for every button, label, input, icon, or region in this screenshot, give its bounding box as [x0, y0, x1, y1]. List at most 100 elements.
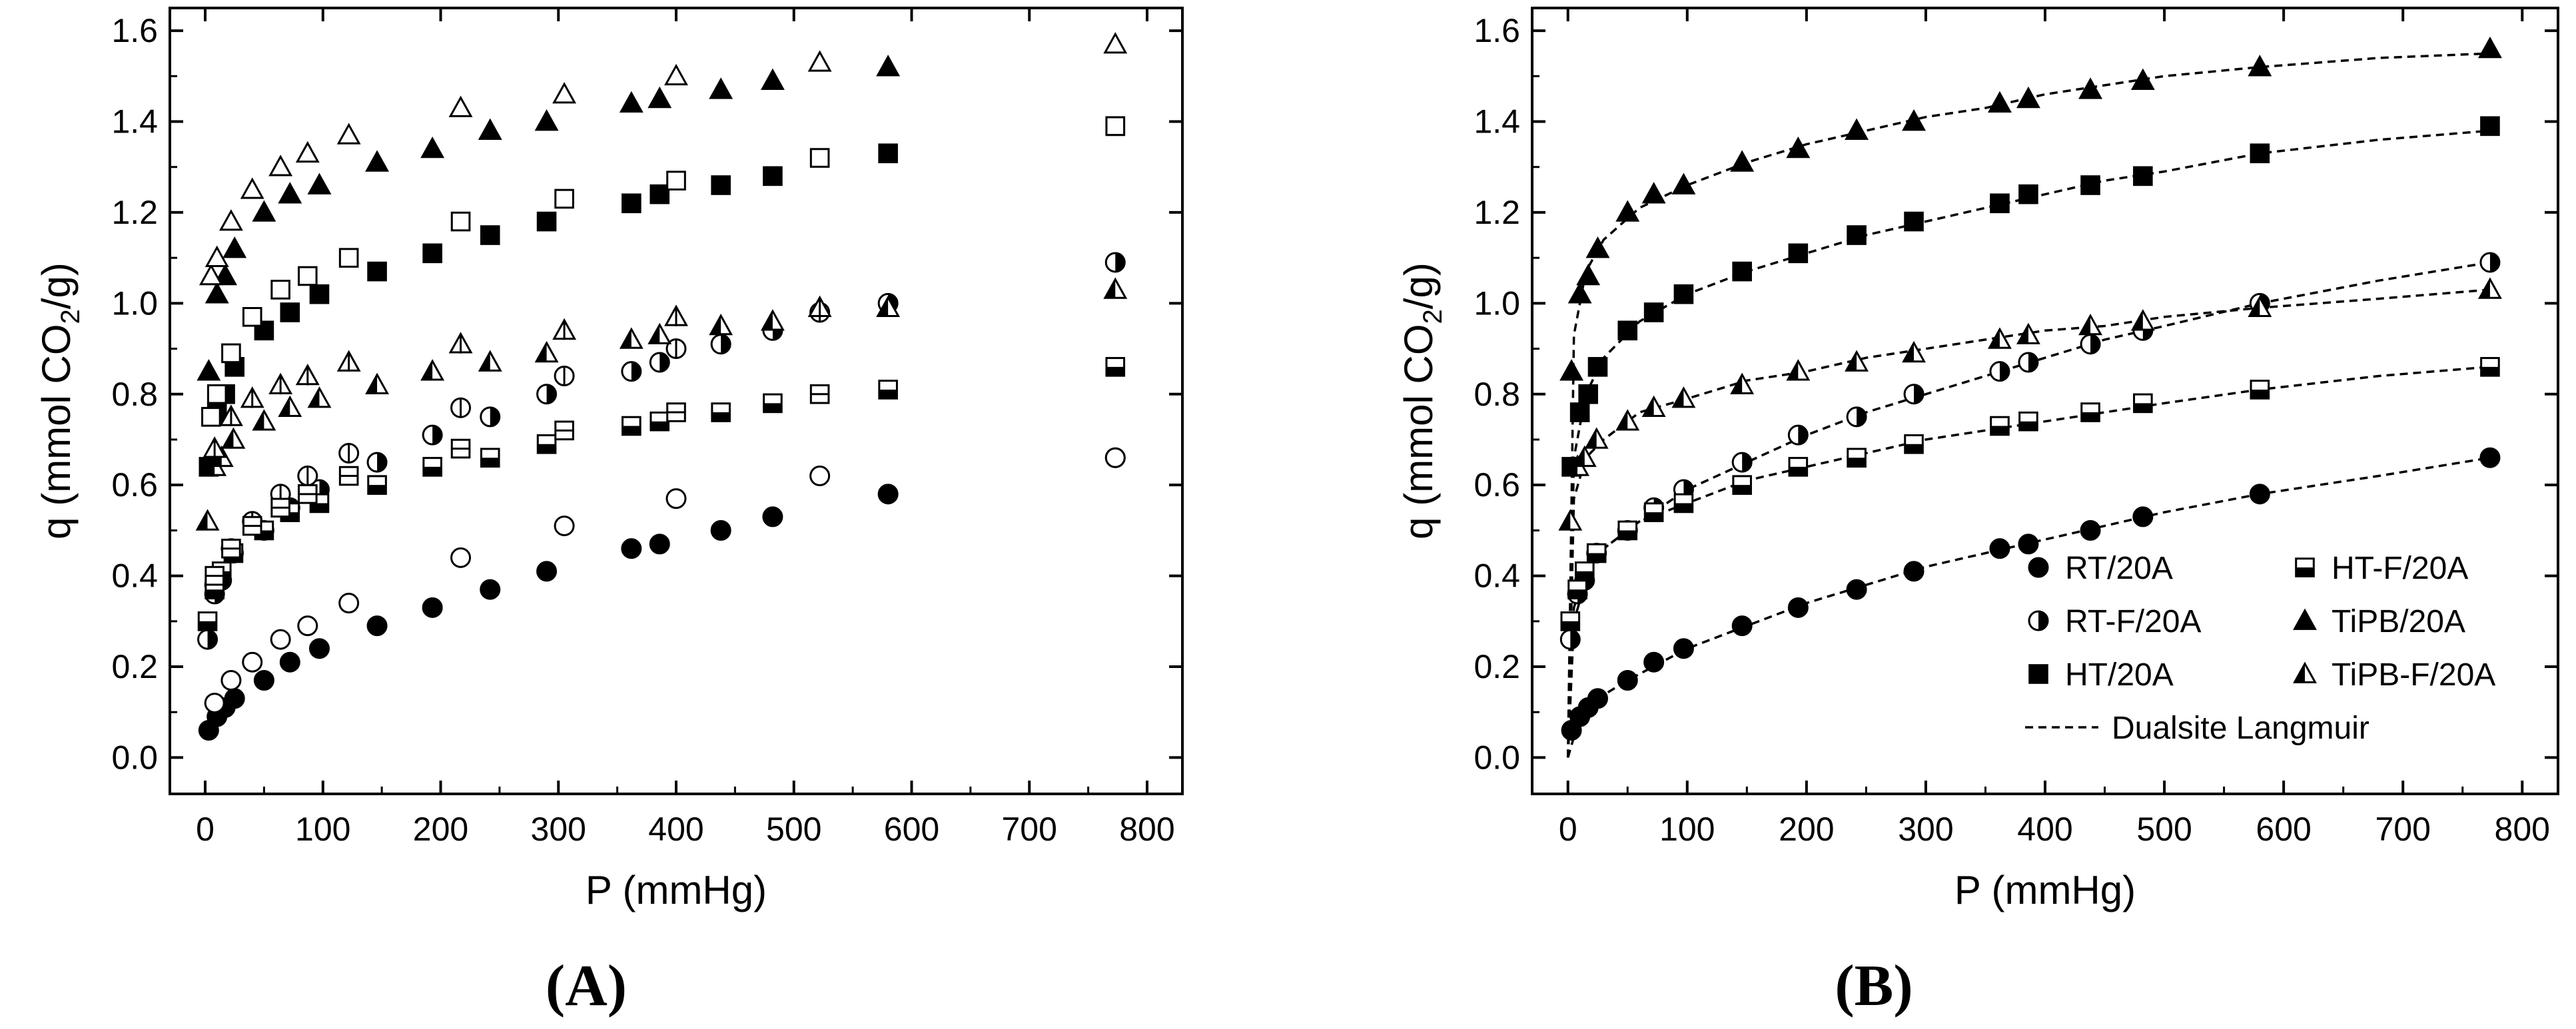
data-point	[1902, 340, 1926, 363]
data-point	[649, 411, 670, 432]
data-point	[534, 109, 559, 131]
data-point	[218, 404, 243, 426]
data-point	[220, 669, 242, 691]
y-tick-label: 1.0	[111, 284, 158, 322]
data-point	[1615, 409, 1640, 431]
data-point	[336, 350, 361, 372]
data-point	[1846, 579, 1867, 600]
data-point	[1902, 109, 1926, 131]
data-point	[2477, 277, 2502, 299]
data-point	[2133, 393, 2153, 414]
fit-curve-tipb-f-20a	[1566, 288, 2491, 758]
series-square-half-open	[205, 384, 830, 586]
y-tick-label: 0.0	[111, 739, 158, 776]
data-point	[207, 384, 227, 404]
data-point	[1671, 172, 1696, 194]
data-point	[1732, 475, 1752, 495]
data-point	[552, 82, 577, 104]
data-point	[809, 148, 830, 168]
data-point	[711, 175, 731, 195]
series-tipb-f-20a	[1558, 277, 2502, 531]
data-point	[366, 452, 388, 473]
series-rt-f-20a	[1559, 252, 2501, 650]
data-point	[1845, 350, 1869, 372]
y-tick-label: 1.6	[111, 12, 158, 49]
x-tick-label: 400	[648, 811, 703, 848]
legend-marker	[2028, 664, 2048, 684]
data-point	[2080, 519, 2101, 541]
x-tick-label: 300	[1898, 811, 1953, 848]
data-point	[1560, 611, 1581, 631]
data-point	[1787, 424, 1809, 446]
data-point	[1104, 447, 1126, 468]
data-point	[762, 506, 783, 527]
data-point	[197, 359, 221, 381]
data-point	[480, 225, 500, 245]
series-square-half	[197, 357, 1126, 631]
data-point	[876, 55, 901, 77]
data-point	[278, 182, 302, 204]
data-point	[2080, 175, 2100, 195]
data-point	[1730, 150, 1755, 172]
data-point	[1673, 493, 1694, 514]
data-point	[809, 466, 831, 487]
data-point	[268, 372, 293, 395]
legend-label: RT-F/20A	[2065, 604, 2202, 639]
data-point	[1990, 193, 2010, 214]
legend-label: HT-F/20A	[2332, 551, 2468, 586]
data-point	[649, 533, 670, 555]
data-point	[365, 372, 390, 394]
data-point	[1574, 561, 1595, 581]
data-point	[649, 184, 670, 204]
x-tick-label: 0	[1559, 811, 1577, 848]
data-point	[622, 193, 642, 214]
series-triangle-half-open	[203, 295, 832, 458]
data-point	[2016, 86, 2040, 109]
data-point	[197, 611, 218, 631]
data-point	[252, 200, 276, 222]
data-point	[1617, 669, 1638, 691]
legend: RT/20A HT-F/20A RT-F/20A TiPB/20A HT/20A TiPB…	[2025, 551, 2495, 746]
data-point	[295, 141, 320, 163]
legend-marker	[2293, 661, 2317, 683]
data-point	[554, 365, 575, 386]
data-point	[2018, 184, 2038, 204]
data-point	[1103, 32, 1128, 54]
data-point	[710, 519, 731, 541]
data-point	[420, 359, 445, 381]
data-point	[278, 395, 302, 418]
series-triangle-half	[195, 277, 1128, 531]
data-point	[1559, 359, 1584, 381]
data-point	[1673, 638, 1694, 659]
data-point	[213, 263, 238, 286]
data-point	[297, 484, 318, 504]
data-point	[536, 561, 558, 582]
x-tick-label: 200	[1779, 811, 1834, 848]
data-point	[1903, 384, 1925, 405]
data-point	[221, 343, 241, 364]
data-point	[450, 211, 471, 232]
data-point	[536, 211, 557, 232]
x-tick-label: 500	[2136, 811, 2192, 848]
data-point	[664, 304, 688, 326]
data-point	[2018, 533, 2039, 555]
data-point	[422, 424, 443, 446]
data-point	[2130, 68, 2155, 90]
data-point	[205, 245, 229, 267]
legend-label: TiPB-F/20A	[2332, 657, 2495, 693]
y-tick-label: 0.6	[111, 466, 158, 504]
series-ht-f-20a	[1560, 357, 2500, 631]
data-point	[807, 295, 832, 318]
data-point	[711, 402, 731, 422]
data-point	[2018, 352, 2039, 373]
data-point	[1671, 386, 1696, 408]
y-tick-label: 1.2	[111, 194, 158, 231]
data-point	[224, 688, 245, 709]
data-point	[1587, 357, 1608, 377]
data-point	[2248, 295, 2272, 317]
data-point	[1846, 406, 1867, 428]
data-point	[338, 466, 359, 486]
data-point	[536, 384, 558, 405]
y-tick-label: 0.8	[1474, 376, 1520, 413]
